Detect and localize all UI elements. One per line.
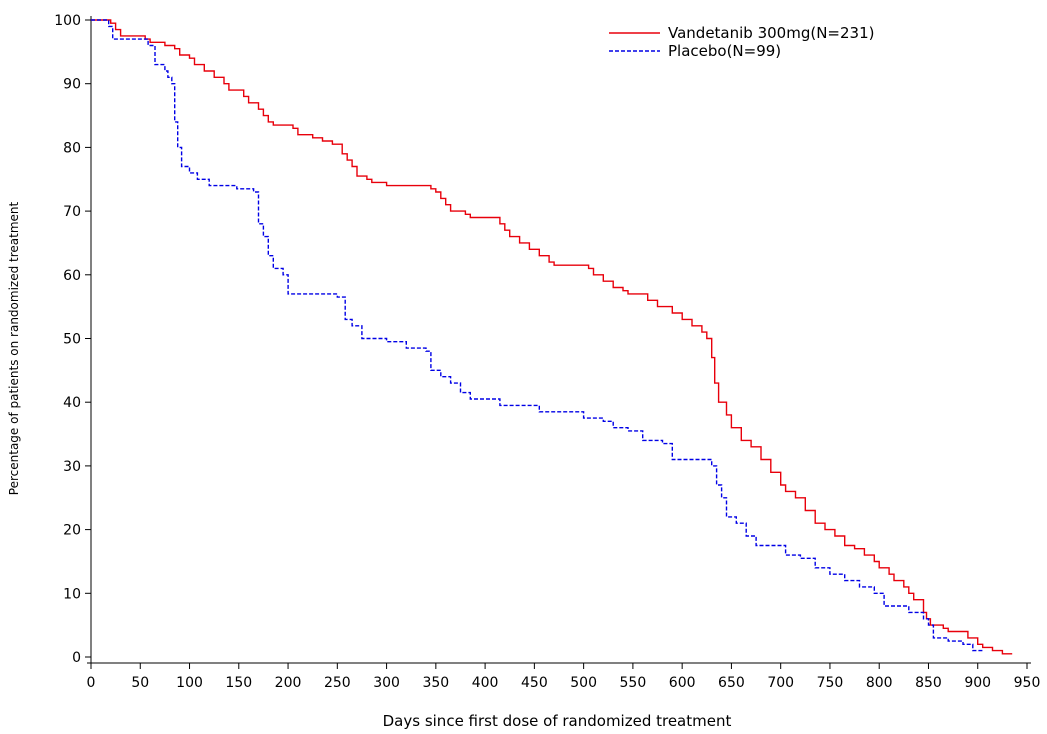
x-tick-label: 750	[817, 675, 844, 691]
y-tick-label: 10	[63, 586, 81, 602]
y-tick-label: 70	[63, 204, 81, 220]
x-tick-label: 700	[767, 675, 794, 691]
x-tick-label: 300	[373, 675, 400, 691]
x-tick-label: 200	[275, 675, 302, 691]
x-tick-label: 0	[87, 675, 96, 691]
x-tick-label: 450	[521, 675, 548, 691]
y-tick-label: 80	[63, 140, 81, 156]
series-line-placebo	[91, 19, 983, 652]
x-tick-label: 250	[324, 675, 351, 691]
x-axis: 0 50 100 150 200 250 300 350 400 450 500 550 600 650 7…	[87, 662, 1041, 691]
y-tick-label: 60	[63, 268, 81, 284]
x-tick-label: 50	[131, 675, 149, 691]
x-tick-label: 500	[570, 675, 597, 691]
x-tick-label: 900	[964, 675, 991, 691]
x-tick-label: 800	[866, 675, 893, 691]
x-tick-label: 400	[472, 675, 499, 691]
x-tick-label: 100	[176, 675, 203, 691]
x-tick-label: 350	[422, 675, 449, 691]
x-tick-label: 950	[1014, 675, 1041, 691]
y-tick-label: 100	[54, 13, 81, 29]
series-line-vandetanib	[91, 19, 1013, 655]
y-tick-label: 90	[63, 77, 81, 93]
x-axis-title: Days since first dose of randomized trea…	[383, 712, 732, 730]
y-axis: 0 10 20 30 40 50 60 70 80 90 100	[54, 13, 92, 666]
y-axis-title: Percentage of patients on randomized tre…	[7, 201, 21, 495]
y-tick-label: 30	[63, 459, 81, 475]
x-tick-label: 150	[225, 675, 252, 691]
x-tick-label: 650	[718, 675, 745, 691]
legend-label: Vandetanib 300mg(N=231)	[668, 24, 874, 42]
y-tick-label: 0	[72, 650, 81, 666]
x-tick-label: 600	[669, 675, 696, 691]
x-tick-label: 550	[620, 675, 647, 691]
legend: Vandetanib 300mg(N=231)Placebo(N=99)	[609, 24, 874, 60]
legend-label: Placebo(N=99)	[668, 42, 781, 60]
y-tick-label: 20	[63, 523, 81, 539]
series-layer	[91, 19, 1013, 655]
x-tick-label: 850	[915, 675, 942, 691]
y-tick-label: 40	[63, 395, 81, 411]
y-tick-label: 50	[63, 332, 81, 348]
